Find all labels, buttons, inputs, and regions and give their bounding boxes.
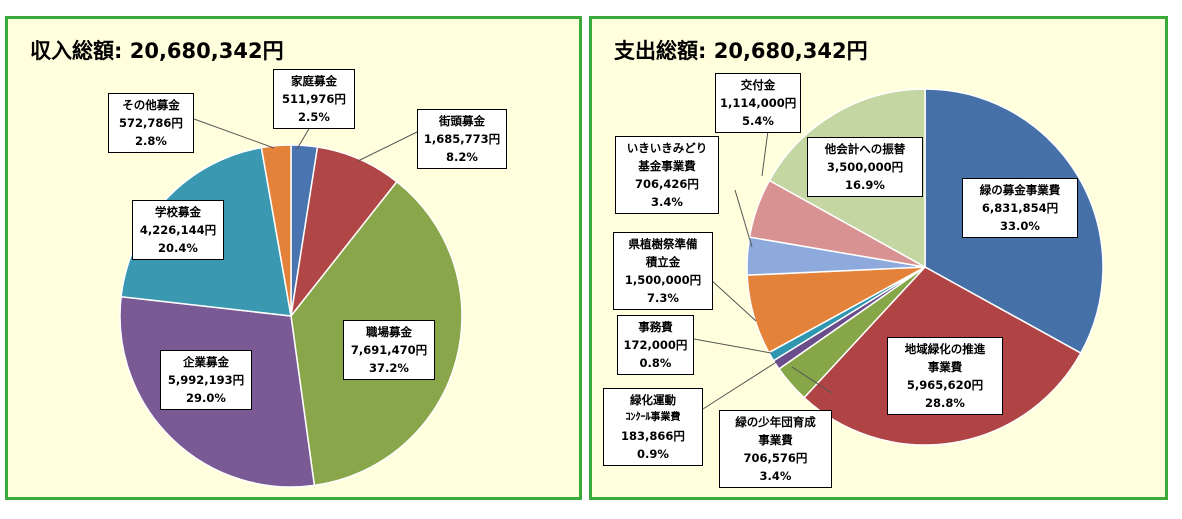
income-label-school: 学校募金 4,226,144円 20.4% — [132, 200, 224, 260]
income-slice-2 — [289, 146, 398, 319]
expense-leader-line — [693, 338, 772, 354]
expense-label-grant: 交付金 1,114,000円 5.4% — [715, 73, 801, 133]
expense-leader-line — [734, 189, 753, 248]
expense-label-regional: 地域緑化の推進 事業費 5,965,620円 28.8% — [887, 337, 1003, 415]
income-leader-line — [296, 126, 311, 150]
income-title-label: 収入総額: — [30, 39, 123, 63]
income-label-workplace: 職場募金 7,691,470円 37.2% — [343, 320, 435, 380]
income-slice-6 — [260, 144, 292, 317]
expense-chart-panel: 支出総額: 20,680,342円 緑の募金事業費 6,831,854円 33.… — [589, 16, 1168, 500]
expense-label-green-fund: 緑の募金事業費 6,831,854円 33.0% — [962, 178, 1078, 238]
expense-label-transfer: 他会計への振替 3,500,000円 16.9% — [807, 137, 923, 197]
expense-label-youth: 緑の少年団育成 事業費 706,576円 3.4% — [719, 410, 832, 488]
income-chart-panel: 収入総額: 20,680,342円 家庭募金 511,976円 2.5% 街頭募… — [5, 16, 582, 500]
expense-pie-chart — [693, 88, 1104, 446]
expense-label-ikiiki: いきいきみどり 基金事業費 706,426円 3.4% — [615, 136, 719, 214]
income-label-home: 家庭募金 511,976円 2.5% — [273, 69, 355, 129]
income-leader-line — [357, 131, 418, 162]
expense-title-label: 支出総額: — [614, 39, 707, 63]
expense-label-contest: 緑化運動 ｺﾝｸｰﾙ事業費 183,866円 0.9% — [603, 388, 703, 466]
expense-label-office: 事務費 172,000円 0.8% — [617, 315, 694, 375]
expense-label-festival: 県植樹祭準備 積立金 1,500,000円 7.3% — [613, 232, 713, 310]
expense-leader-line — [702, 360, 779, 410]
income-leader-line — [193, 118, 275, 149]
income-title-value: 20,680,342円 — [129, 39, 284, 63]
income-chart-title: 収入総額: 20,680,342円 — [30, 35, 284, 65]
income-label-corporate: 企業募金 5,992,193円 29.0% — [160, 350, 252, 410]
expense-leader-line — [791, 366, 833, 394]
income-pie-chart — [119, 118, 463, 488]
expense-title-value: 20,680,342円 — [713, 39, 868, 63]
expense-chart-title: 支出総額: 20,680,342円 — [614, 35, 868, 65]
income-label-other: その他募金 572,786円 2.8% — [108, 93, 194, 153]
income-label-street: 街頭募金 1,685,773円 8.2% — [417, 109, 507, 169]
